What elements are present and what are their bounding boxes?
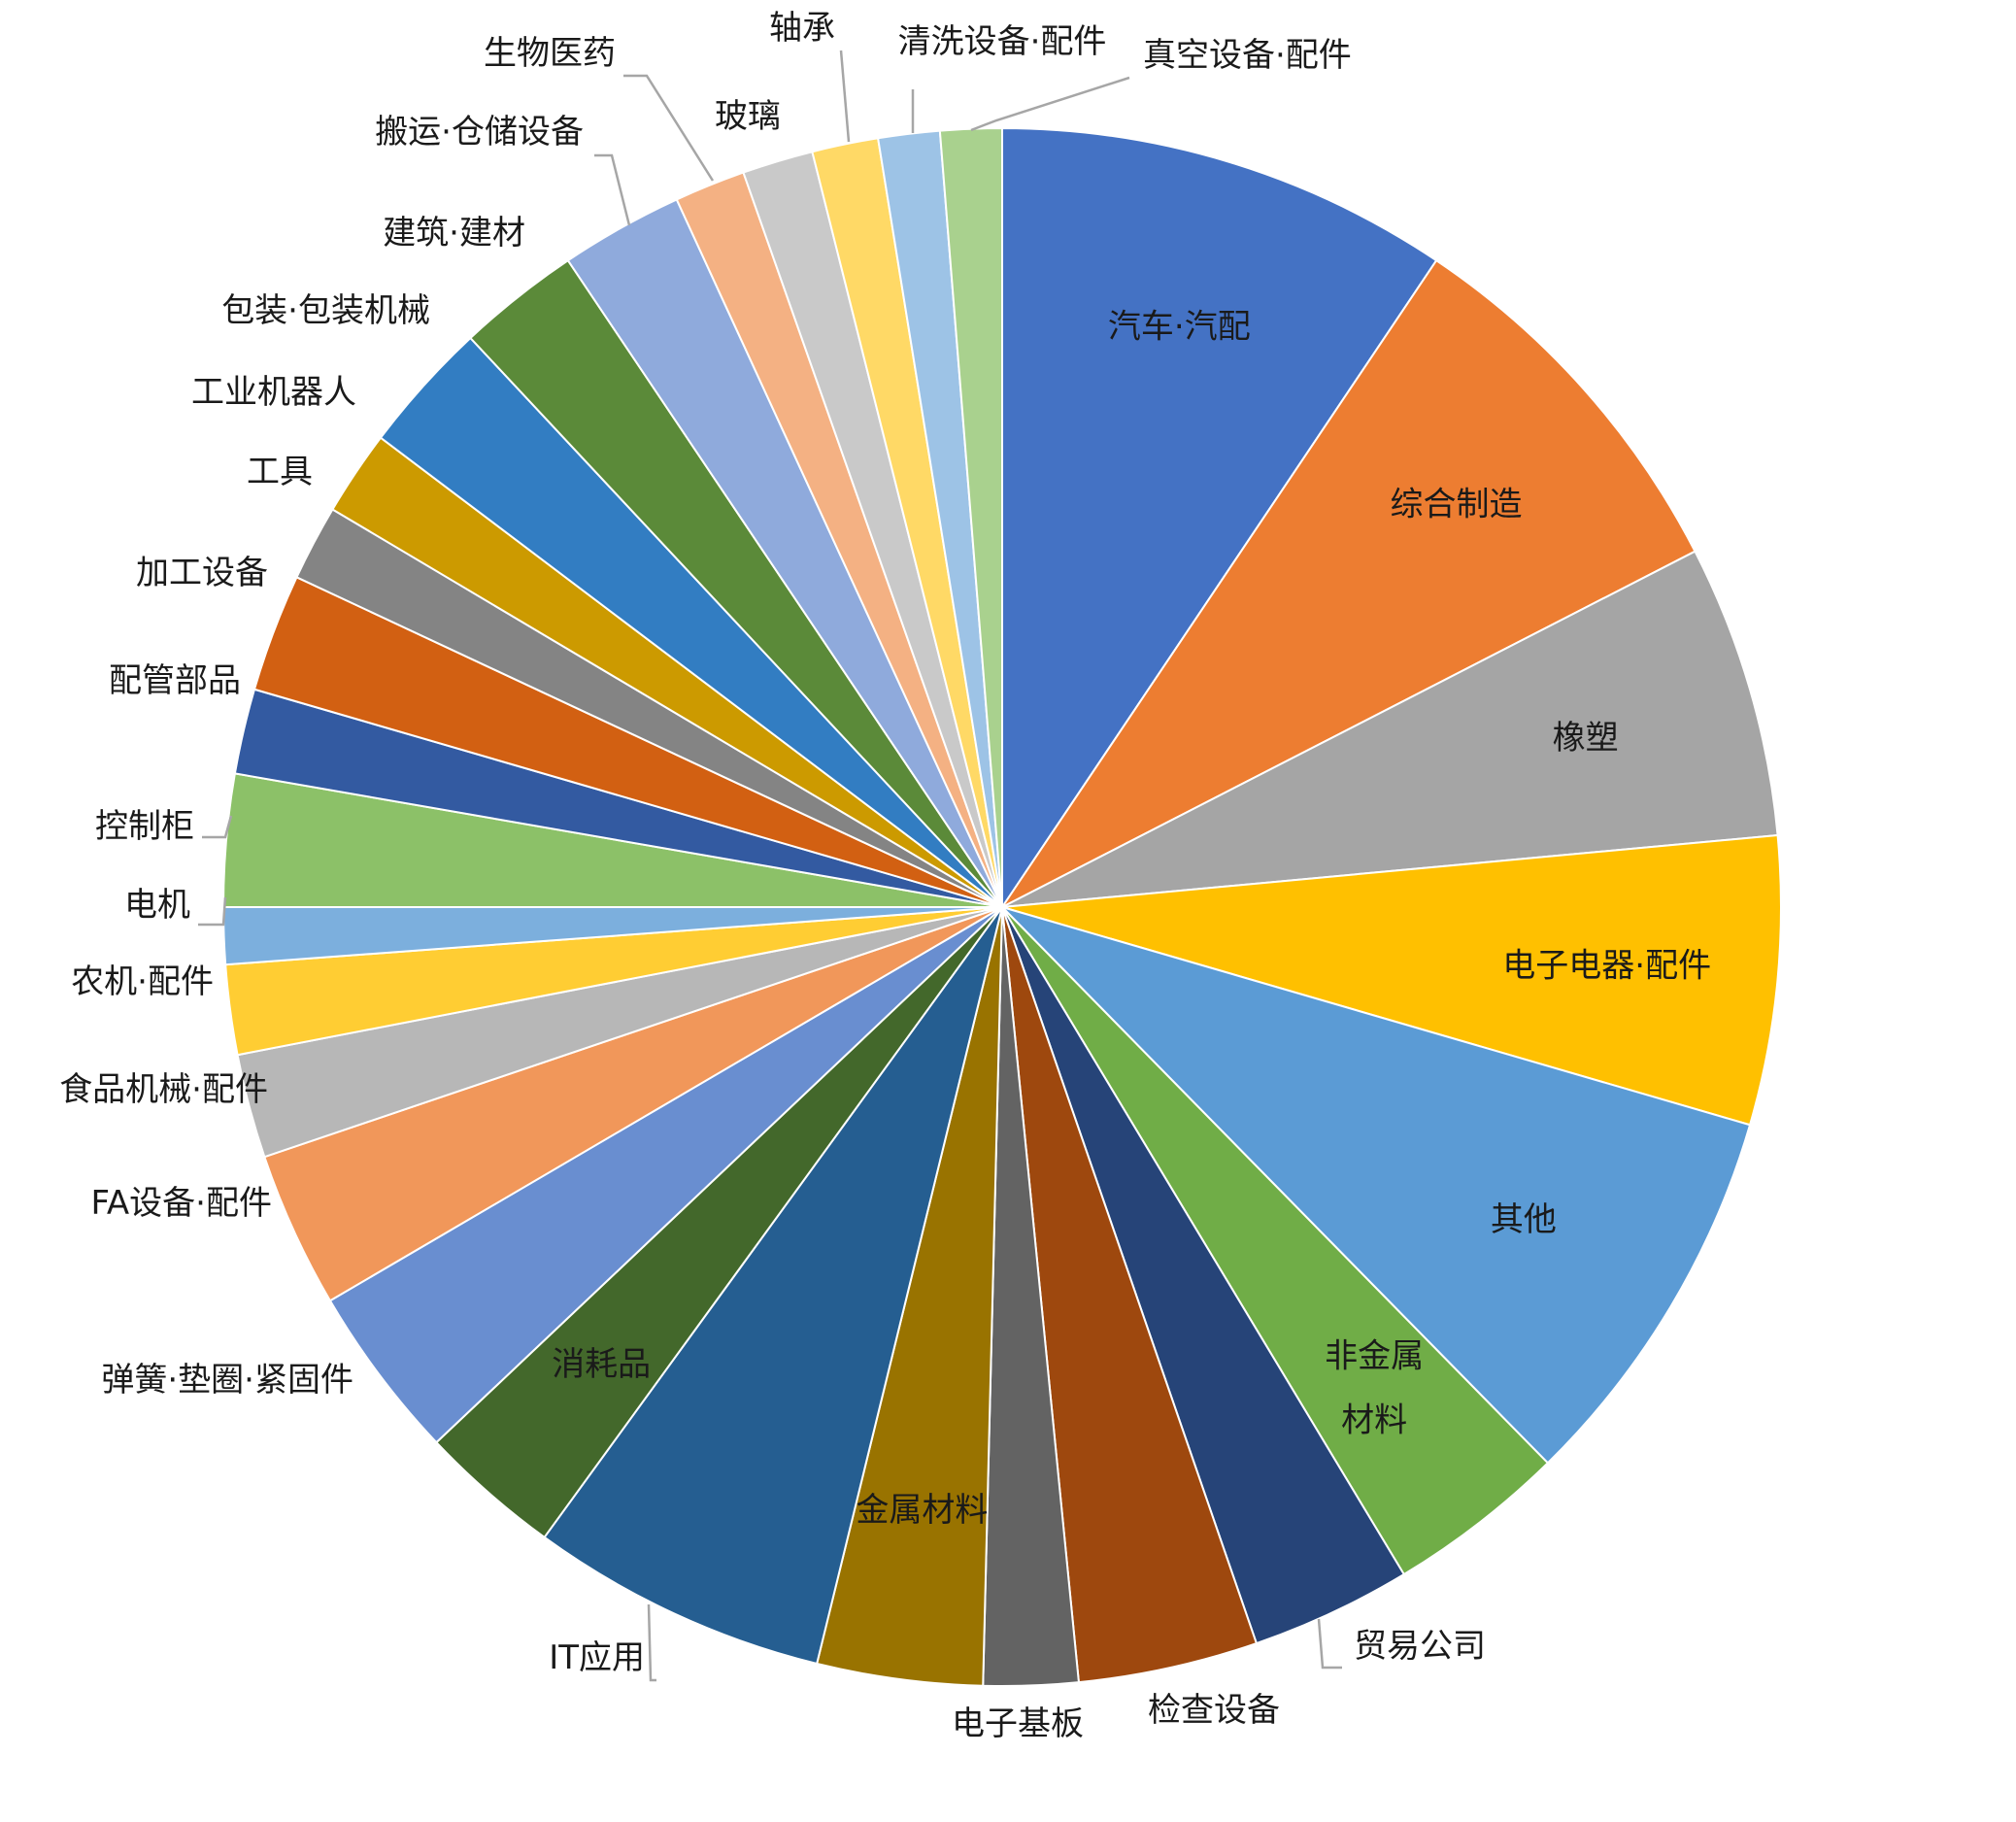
slice-label-3: 电子电器·配件 bbox=[1502, 947, 1711, 986]
slice-label-10: IT应用 bbox=[549, 1638, 645, 1677]
slice-label-line: 综合制造 bbox=[1391, 485, 1523, 523]
slice-label-1: 综合制造 bbox=[1391, 485, 1523, 523]
slice-label-line: 汽车·汽配 bbox=[1108, 308, 1251, 347]
pie-slice-10 bbox=[543, 906, 1003, 1665]
slice-label-18: 配管部品 bbox=[109, 661, 241, 700]
slice-label-line: 消耗品 bbox=[552, 1345, 651, 1384]
leader-line-24 bbox=[594, 153, 631, 226]
pie-slice-2 bbox=[1001, 550, 1779, 908]
pie-slice-4 bbox=[1001, 906, 1752, 1465]
pie-slice-1 bbox=[1001, 259, 1697, 908]
leader-line-17 bbox=[202, 815, 233, 839]
leader-line-10 bbox=[647, 1603, 656, 1682]
slice-label-16: 电机 bbox=[124, 886, 190, 925]
slice-label-8: 电子基板 bbox=[952, 1704, 1084, 1743]
slice-label-line: 电子电器·配件 bbox=[1502, 947, 1711, 986]
slice-label-24: 搬运·仓储设备 bbox=[375, 113, 584, 152]
slice-label-0: 汽车·汽配 bbox=[1108, 308, 1251, 347]
slice-label-22: 包装·包装机械 bbox=[221, 291, 430, 330]
slice-label-line: 非金属 bbox=[1325, 1337, 1424, 1376]
slice-label-29: 真空设备·配件 bbox=[1143, 36, 1352, 75]
slice-label-6: 贸易公司 bbox=[1354, 1627, 1486, 1666]
slice-label-line: 材料 bbox=[1341, 1401, 1407, 1440]
slice-label-9: 金属材料 bbox=[856, 1491, 988, 1530]
pie-slice-0 bbox=[1001, 127, 1438, 908]
slice-label-13: FA设备·配件 bbox=[90, 1184, 272, 1223]
leader-line-27 bbox=[839, 50, 851, 143]
slice-label-line: 金属材料 bbox=[856, 1491, 988, 1530]
slice-label-25: 生物医药 bbox=[484, 34, 616, 73]
slice-label-11: 消耗品 bbox=[552, 1345, 651, 1384]
slice-label-23: 建筑·建材 bbox=[383, 214, 525, 253]
pie-slice-3 bbox=[1001, 834, 1782, 1127]
pie-slice-29 bbox=[938, 127, 1003, 908]
slice-label-17: 控制柜 bbox=[95, 807, 194, 846]
slice-label-19: 加工设备 bbox=[136, 554, 268, 592]
slice-label-14: 食品机械·配件 bbox=[59, 1070, 268, 1109]
leader-line-16 bbox=[198, 896, 227, 927]
slices-layer bbox=[222, 127, 1782, 1688]
leader-lines-layer bbox=[198, 50, 1342, 1682]
slice-label-15: 农机·配件 bbox=[71, 962, 214, 1001]
slice-label-2: 橡塑 bbox=[1553, 719, 1619, 758]
slice-label-27: 轴承 bbox=[769, 9, 835, 48]
slice-label-line: 橡塑 bbox=[1553, 719, 1619, 758]
slice-label-26: 玻璃 bbox=[715, 97, 781, 136]
slice-label-5: 非金属材料 bbox=[1325, 1337, 1424, 1440]
slice-label-4: 其他 bbox=[1491, 1200, 1557, 1239]
leader-line-29 bbox=[970, 76, 1130, 132]
leader-line-6 bbox=[1317, 1618, 1342, 1670]
slice-label-20: 工具 bbox=[247, 453, 313, 491]
slice-label-line: 其他 bbox=[1491, 1200, 1557, 1239]
leader-line-25 bbox=[623, 74, 715, 182]
slice-label-28: 清洗设备·配件 bbox=[898, 22, 1107, 61]
slice-label-21: 工业机器人 bbox=[191, 373, 356, 412]
slice-label-12: 弹簧·垫圈·紧固件 bbox=[101, 1361, 353, 1400]
slice-label-7: 检查设备 bbox=[1148, 1691, 1280, 1730]
